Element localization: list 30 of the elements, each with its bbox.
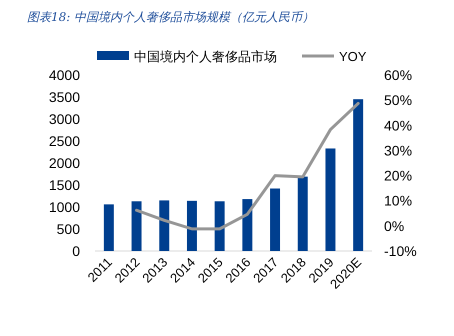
- y2-tick-label: 10%: [384, 192, 412, 209]
- y-tick-label: 1500: [48, 177, 80, 193]
- y-tick-label: 2000: [48, 155, 80, 171]
- y2-tick-label: 30%: [384, 142, 412, 158]
- y2-tick-label: 50%: [384, 92, 412, 108]
- y2-tick-label: 60%: [384, 67, 412, 83]
- y-tick-label: 3000: [48, 111, 80, 127]
- y2-tick-label: -10%: [384, 243, 417, 259]
- y2-tick-label: 20%: [384, 168, 412, 184]
- y-tick-label: 4000: [48, 67, 80, 83]
- bar: [325, 148, 336, 251]
- bar: [298, 176, 308, 251]
- bar: [132, 201, 142, 251]
- y2-tick-label: 40%: [384, 117, 412, 134]
- bar: [270, 188, 280, 251]
- y-tick-label: 2500: [48, 133, 80, 149]
- y-tick-label: 0: [72, 243, 80, 259]
- bar: [353, 99, 364, 251]
- bar: [104, 204, 114, 251]
- y2-tick-label: 0%: [384, 218, 404, 234]
- chart-title: 图表18: 中国境内个人奢侈品市场规模（亿元人民币）: [27, 10, 314, 24]
- line-series: [135, 102, 360, 230]
- bar: [214, 201, 225, 251]
- bar: [242, 199, 252, 251]
- y-tick-label: 500: [56, 221, 80, 237]
- y-tick-label: 1000: [48, 199, 80, 215]
- y-tick-label: 3500: [48, 89, 80, 105]
- legend-label: 中国境内个人奢侈品市场: [134, 49, 277, 64]
- legend-label: YOY: [339, 49, 367, 64]
- bar: [186, 200, 197, 251]
